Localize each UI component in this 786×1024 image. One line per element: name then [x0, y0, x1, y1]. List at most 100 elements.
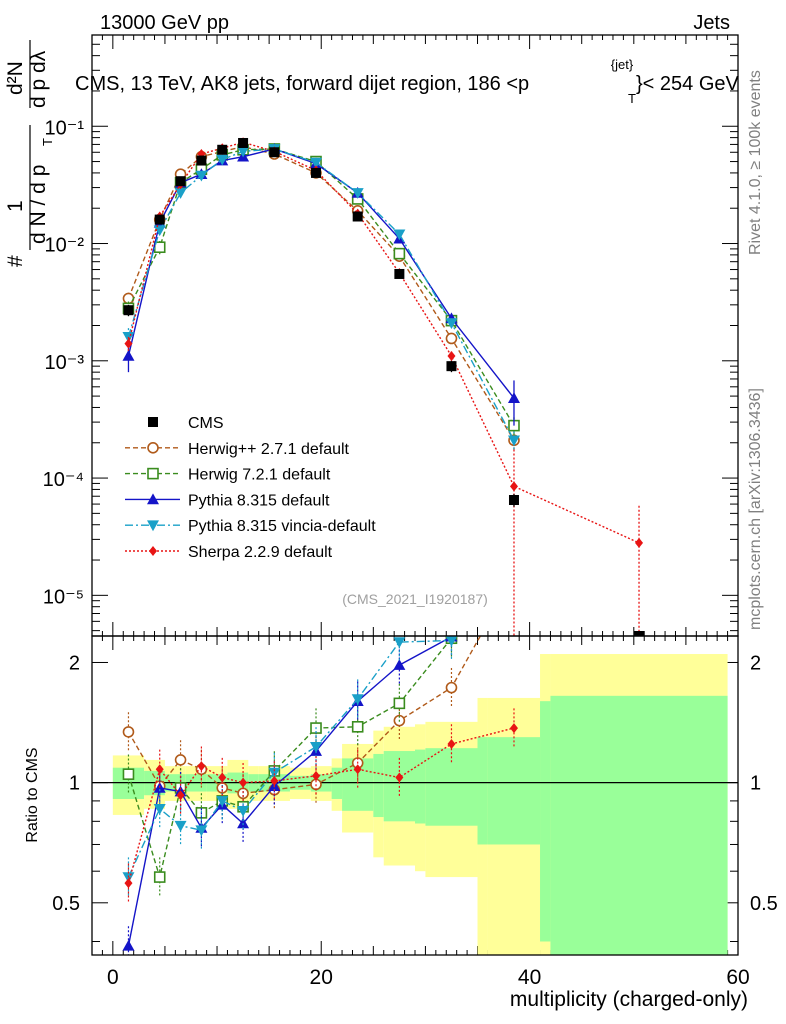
sherpa-2-2-9-default-point — [447, 350, 456, 361]
cms-point — [217, 144, 228, 155]
pythia-8-315-default-ratio-point — [237, 817, 250, 829]
ratio-y-tick-label: 1 — [69, 773, 80, 795]
herwig-7-2-1-default-ratio-point — [122, 768, 135, 780]
ylabel-dn: d N / d p — [27, 165, 50, 244]
ratio-frame — [91, 635, 739, 956]
herwig-2-7-1-default-ratio-point — [445, 681, 458, 694]
y-tick-label: 10⁻² — [45, 235, 85, 257]
herwig-2-7-1-default-ratio-point — [122, 726, 135, 738]
title-superscript: {jet} — [611, 57, 634, 72]
sherpa-2-2-9-default-ratio-point — [155, 764, 164, 775]
y-axis-label: # 1 d N / d p T d²N d p dλ — [4, 40, 55, 267]
x-tick-label: 60 — [726, 966, 749, 989]
cms-point — [634, 631, 645, 636]
legend-marker-sherpa-2-2-9-default — [149, 546, 157, 556]
pythia-8-315-vincia-default-point — [153, 225, 166, 237]
sherpa-2-2-9-default-ratio-point — [124, 878, 133, 889]
cms-point — [175, 176, 186, 187]
cms-point — [123, 305, 134, 316]
cms-point — [269, 147, 280, 158]
legend-marker-pythia-8-315-vincia-default — [147, 520, 159, 532]
pythia-8-315-vincia-default-ratio-point — [174, 820, 187, 832]
sherpa-2-2-9-default-ratio-point — [312, 770, 321, 781]
pythia-8-315-vincia-default-ratio-point — [268, 767, 281, 779]
cms-point — [352, 211, 363, 222]
pythia-8-315-vincia-default-ratio-point — [445, 636, 458, 647]
cms-point — [446, 361, 457, 372]
pythia-8-315-vincia-default-point — [310, 157, 323, 169]
ratio-band-green — [415, 749, 426, 824]
pythia-8-315-vincia-default-ratio-point — [122, 872, 135, 884]
ratio-panel — [91, 571, 739, 956]
y-tick-label: 10⁻¹ — [45, 117, 85, 139]
ratio-y-tick-label: 2 — [69, 652, 80, 674]
sherpa-2-2-9-default-point — [509, 481, 518, 492]
pythia-8-315-vincia-default-point — [195, 170, 208, 182]
sherpa-2-2-9-default-ratio-line — [127, 727, 515, 884]
main-data — [122, 137, 645, 636]
energy-label: 13000 GeV pp — [100, 12, 229, 34]
y-tick-label: 10⁻⁵ — [43, 586, 84, 608]
sherpa-2-2-9-default-point — [124, 338, 133, 349]
ratio-y-tick-label-right: 0.5 — [750, 893, 778, 915]
ratio-band-green — [550, 695, 728, 955]
x-tick-label: 20 — [310, 966, 333, 989]
ratio-y-tick-label-right: 1 — [750, 773, 761, 795]
herwig-7-2-1-default-point — [393, 247, 406, 260]
jets-label: Jets — [693, 12, 730, 34]
mcplots-credit-label: mcplots.cern.ch [arXiv:1306.3436] — [747, 388, 764, 630]
analysis-id-label: (CMS_2021_I1920187) — [342, 591, 488, 607]
sherpa-2-2-9-default-ratio-point — [353, 764, 362, 775]
pythia-8-315-default-ratio-point — [122, 939, 135, 951]
x-axis-label: multiplicity (charged-only) — [510, 988, 748, 1011]
x-tick-label: 40 — [518, 966, 541, 989]
sherpa-2-2-9-default-ratio-point — [218, 772, 227, 783]
cms-point — [238, 137, 249, 148]
herwig-7-2-1-default-ratio-point — [351, 721, 364, 733]
sherpa-2-2-9-default-ratio-point — [197, 761, 206, 772]
ylabel-hash-1: # — [4, 255, 27, 267]
ratio-band-green — [331, 767, 343, 799]
legend-label-herwig-7-2-1-default: Herwig 7.2.1 default — [188, 467, 331, 484]
herwig-2-7-1-default-ratio-point — [174, 754, 187, 766]
sherpa-2-2-9-default-ratio-point — [447, 738, 456, 749]
sherpa-2-2-9-default-ratio-point — [395, 772, 404, 783]
legend-label-pythia-8-315-default: Pythia 8.315 default — [188, 492, 330, 509]
pythia-8-315-vincia-default-ratio-point — [310, 741, 323, 753]
y-tick-label: 10⁻³ — [45, 352, 85, 374]
herwig-2-7-1-default-point — [445, 332, 458, 345]
pythia-8-315-vincia-default-ratio-point — [195, 825, 208, 837]
legend-marker-cms — [148, 417, 158, 427]
cms-point — [154, 214, 165, 225]
ylabel-t-sub: T — [40, 138, 55, 146]
pythia-8-315-vincia-default-point — [216, 154, 229, 166]
herwig-2-7-1-default-line — [127, 145, 515, 441]
cms-point — [394, 268, 405, 279]
pythia-8-315-default-point — [507, 392, 520, 403]
pythia-8-315-vincia-default-ratio-point — [508, 571, 520, 582]
legend: CMS Herwig++ 2.7.1 default Herwig 7.2.1 de… — [125, 415, 376, 561]
ratio-y-tick-label-right: 2 — [750, 652, 761, 674]
pythia-8-315-vincia-default-ratio-point — [237, 806, 250, 817]
cms-point — [508, 495, 519, 506]
legend-marker-herwig-7-2-1-default — [147, 467, 159, 480]
pythia-8-315-vincia-default-point — [174, 188, 187, 199]
sherpa-2-2-9-default-point — [635, 537, 644, 548]
pythia-8-315-vincia-default-ratio-point — [216, 796, 229, 807]
cms-point — [196, 155, 207, 166]
pythia-8-315-vincia-default-point — [393, 229, 406, 241]
pythia-8-315-default-point — [122, 349, 135, 361]
sherpa-2-2-9-default-ratio-point — [270, 775, 279, 786]
herwig-7-2-1-default-ratio-point — [153, 871, 166, 883]
ratio-bands — [112, 654, 728, 955]
legend-label-pythia-8-315-vincia-default: Pythia 8.315 vincia-default — [188, 518, 376, 535]
ratio-band-green — [487, 737, 541, 845]
ratio-y-tick-label: 0.5 — [52, 893, 80, 915]
y-tick-label: 10⁻⁴ — [43, 469, 84, 491]
sherpa-2-2-9-default-ratio-point — [239, 777, 248, 788]
herwig-7-2-1-default-point — [153, 241, 166, 254]
cms-point — [311, 167, 322, 178]
ratio-band-green — [540, 701, 551, 942]
pythia-8-315-vincia-default-point — [351, 188, 364, 199]
